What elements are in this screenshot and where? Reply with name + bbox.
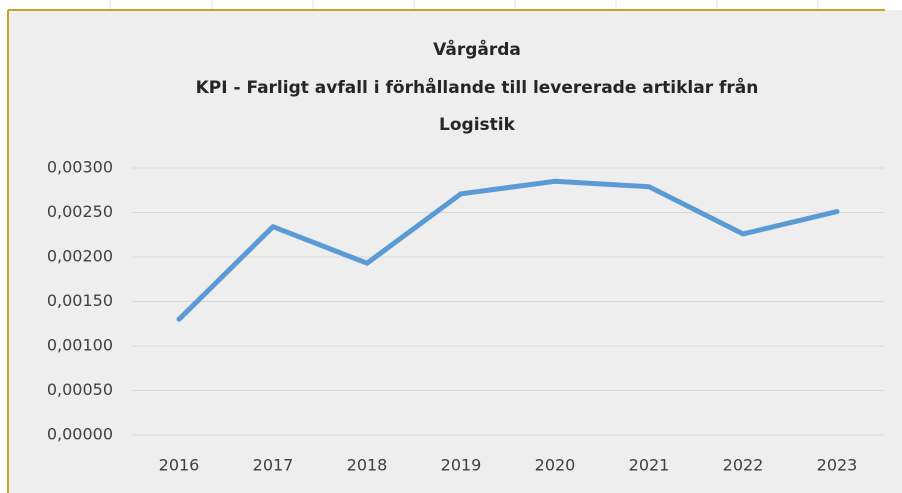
chart-title: KPI - Farligt avfall i förhållande till …: [196, 76, 759, 98]
y-tick-label: 0,00050: [47, 380, 113, 399]
data-line: [176, 178, 840, 322]
y-tick-label: 0,00250: [47, 202, 113, 221]
chart-title: Logistik: [439, 115, 516, 135]
x-tick-label: 2018: [347, 456, 388, 475]
y-tick-label: 0,00300: [47, 158, 113, 177]
y-tick-label: 0,00100: [47, 336, 113, 355]
y-tick-label: 0,00000: [47, 425, 113, 444]
y-tick-label: 0,00150: [47, 291, 113, 310]
x-tick-label: 2019: [441, 456, 482, 475]
chart-area: [8, 10, 902, 493]
sheet-column-lines: [109, 0, 819, 10]
x-tick-label: 2020: [535, 456, 576, 475]
chart-title: Vårgårda: [433, 38, 521, 60]
x-tick-label: 2016: [159, 456, 200, 475]
x-tick-label: 2021: [629, 456, 670, 475]
x-tick-label: 2023: [817, 456, 858, 475]
y-tick-label: 0,00200: [47, 247, 113, 266]
x-tick-label: 2017: [253, 456, 294, 475]
x-tick-label: 2022: [723, 456, 764, 475]
